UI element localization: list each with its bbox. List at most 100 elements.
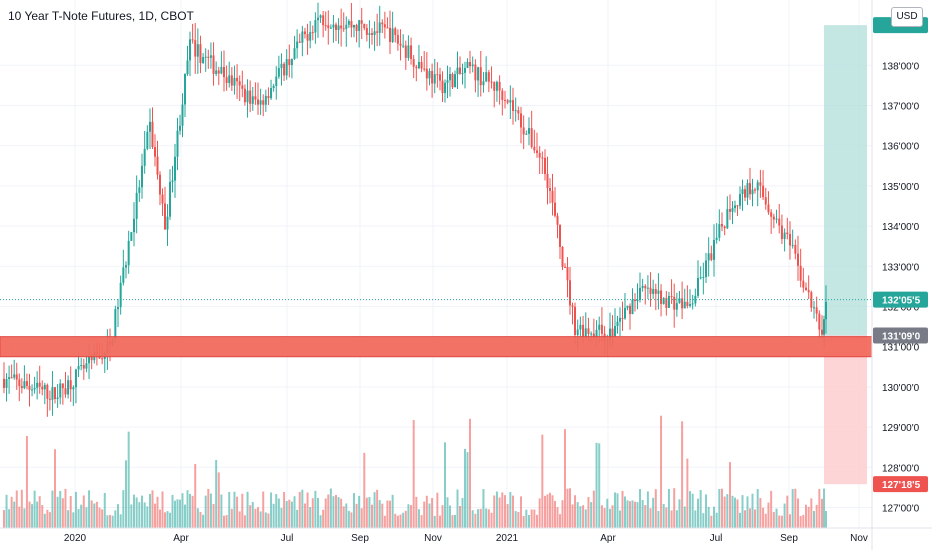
grid-lines [0, 0, 872, 528]
last-price-tag [873, 291, 928, 308]
candle-body [807, 290, 810, 293]
candle-body [681, 298, 684, 309]
candle-body [46, 384, 49, 399]
volume-bar [101, 509, 104, 528]
candle-body [564, 266, 566, 268]
volume-bar [694, 510, 697, 528]
volume-bar [381, 503, 384, 528]
candle-body [660, 290, 663, 304]
candle-body [38, 382, 41, 387]
volume-bar [713, 506, 715, 528]
candle-body [290, 59, 293, 66]
volume-bar [504, 495, 506, 528]
candle-body [238, 81, 241, 86]
volume-bar [285, 501, 288, 528]
candle-body [194, 40, 197, 57]
candle-body [794, 244, 797, 254]
volume-bar [171, 494, 174, 528]
volume-bar [376, 489, 379, 528]
candle-body [80, 365, 83, 367]
volume-bar [571, 504, 574, 528]
candle-body [164, 203, 166, 230]
currency-button[interactable]: USD [891, 7, 923, 27]
candle-body [272, 85, 275, 89]
candle-body [223, 66, 225, 78]
volume-bar [579, 506, 582, 528]
candle-body [751, 189, 754, 195]
volume-bar [554, 500, 556, 528]
volume-bar [797, 498, 799, 528]
volume-bar [439, 515, 441, 528]
candle-body [741, 189, 744, 195]
volume-bar [215, 459, 218, 528]
candle-body [212, 55, 215, 74]
volume-bar [264, 512, 267, 528]
volume-bar [451, 515, 454, 528]
chart-title: 10 Year T-Note Futures, 1D, CBOT [8, 9, 194, 23]
candle-body [675, 303, 678, 310]
volume-bar [301, 489, 304, 528]
volume-bar [691, 493, 694, 528]
volume-bar [340, 498, 343, 528]
candle-body [345, 24, 348, 29]
y-tick-label: 131'00'0 [882, 343, 920, 354]
candle-body [556, 215, 559, 225]
y-tick-label: 136'00'0 [882, 142, 920, 153]
volume-bar [649, 508, 652, 528]
volume-bar [479, 508, 482, 528]
candle-body [686, 301, 689, 306]
volume-bar [533, 509, 536, 528]
candle-body [270, 88, 273, 99]
volume-bar [350, 512, 353, 528]
candle-body [691, 303, 694, 305]
volume-bar [236, 496, 239, 528]
volume-bar [546, 494, 549, 528]
candle-body [697, 277, 699, 296]
candle-body [355, 24, 358, 31]
candle-body [549, 187, 551, 191]
candle-body [207, 56, 210, 58]
candle-body [376, 31, 379, 33]
volume-bar [482, 489, 485, 528]
volume-bar [67, 510, 70, 528]
candle-body [8, 377, 11, 380]
volume-bar [166, 511, 169, 528]
candle-body [176, 130, 179, 157]
volume-bar [718, 488, 721, 528]
volume-bar [199, 512, 202, 528]
volume-bar [217, 472, 220, 528]
candle-body [119, 282, 122, 308]
candle-body [298, 41, 301, 43]
y-tick-label: 135'00'0 [882, 182, 920, 193]
candle-body [431, 70, 434, 84]
volume-bar [634, 501, 636, 528]
candle-body [619, 317, 621, 322]
volume-bar [600, 505, 603, 528]
volume-bar [417, 509, 420, 528]
candle-body [641, 285, 644, 288]
candle-body [28, 385, 31, 390]
candle-body [404, 45, 407, 58]
candle-body [764, 197, 767, 205]
volume-bar [184, 504, 186, 528]
volume-bar [423, 501, 426, 528]
volume-bar [373, 492, 376, 528]
candle-body [616, 321, 619, 327]
volume-bar [146, 506, 149, 528]
candle-body [394, 28, 397, 36]
candle-body [579, 324, 582, 330]
candle-body [477, 67, 480, 81]
x-tick-label: Jul [281, 533, 294, 544]
volume-bar [825, 510, 827, 528]
volume-bar [176, 499, 179, 528]
volume-bar [399, 514, 402, 528]
volume-bars [3, 415, 827, 528]
x-tick-label: Apr [600, 533, 616, 544]
candle-body [251, 96, 254, 104]
candle-body [125, 265, 127, 268]
volume-bar [595, 442, 598, 528]
volume-bar [332, 496, 335, 528]
volume-bar [665, 507, 668, 528]
volume-bar [821, 498, 823, 528]
